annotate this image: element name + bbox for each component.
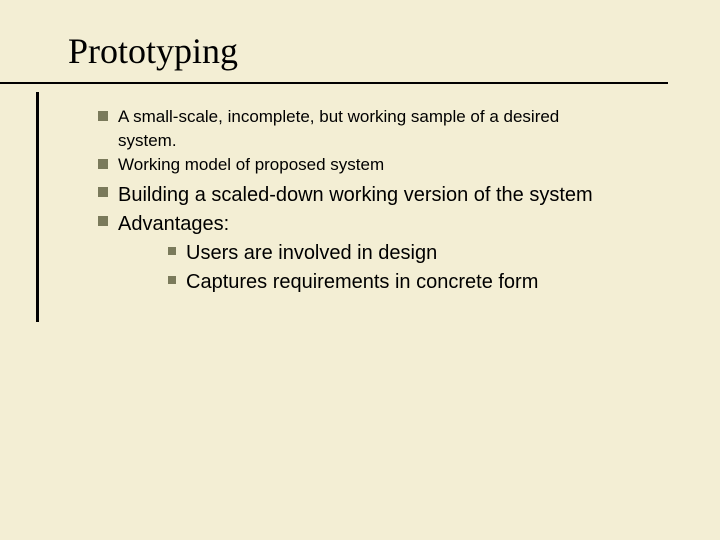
sub-bullet-text: Captures requirements in concrete form <box>186 269 538 296</box>
bullet-text-continuation: system. <box>118 130 688 152</box>
bullet-item: Advantages: <box>98 211 688 238</box>
bullet-text: A small-scale, incomplete, but working s… <box>118 106 559 128</box>
square-bullet-icon <box>98 216 108 226</box>
square-bullet-icon <box>98 187 108 197</box>
slide-content: A small-scale, incomplete, but working s… <box>98 106 688 298</box>
bullet-item: A small-scale, incomplete, but working s… <box>98 106 688 128</box>
sub-bullet-text: Users are involved in design <box>186 240 437 267</box>
title-underline <box>0 82 668 84</box>
slide-title: Prototyping <box>68 30 720 72</box>
sub-bullet-item: Captures requirements in concrete form <box>168 269 688 296</box>
left-rule <box>36 92 39 322</box>
slide: Prototyping A small-scale, incomplete, b… <box>0 0 720 540</box>
bullet-item: Building a scaled-down working version o… <box>98 182 688 209</box>
bullet-item: Working model of proposed system <box>98 154 688 176</box>
bullet-text: Working model of proposed system <box>118 154 384 176</box>
bullet-text: Building a scaled-down working version o… <box>118 182 593 209</box>
square-bullet-icon <box>98 111 108 121</box>
sub-bullet-item: Users are involved in design <box>168 240 688 267</box>
square-bullet-icon <box>168 247 176 255</box>
square-bullet-icon <box>168 276 176 284</box>
bullet-text: Advantages: <box>118 211 229 238</box>
square-bullet-icon <box>98 159 108 169</box>
